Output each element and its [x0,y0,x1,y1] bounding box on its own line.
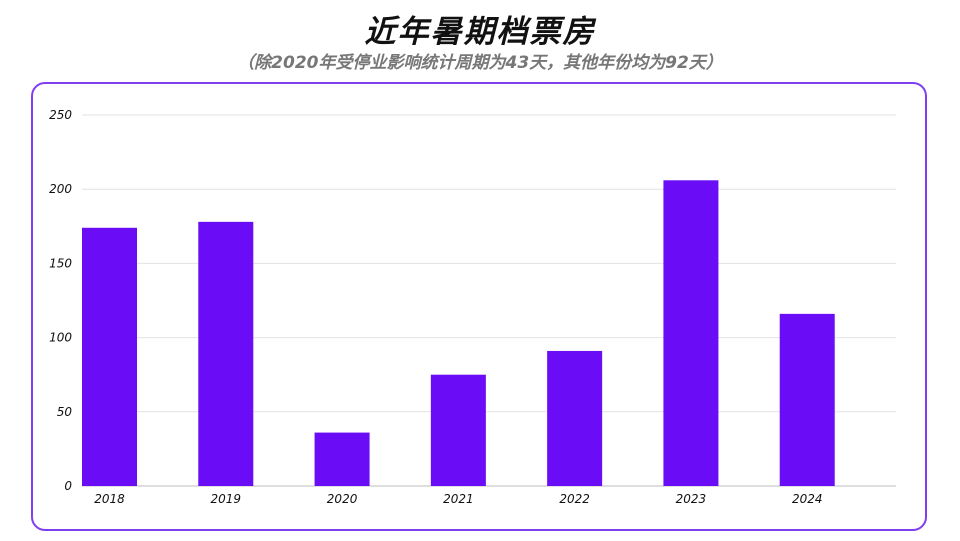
x-tick-label: 2019 [211,492,242,506]
x-axis-ticks: 2018 2019 2020 2021 2022 2023 2024 [94,492,822,506]
y-tick-label: 0 [64,479,72,493]
y-tick-label: 250 [49,108,72,122]
y-tick-label: 200 [49,182,72,196]
bar-2020 [314,432,370,486]
y-axis-ticks: 0 50 100 150 200 250 [49,108,72,493]
x-tick-label: 2018 [94,492,125,506]
bar-2024 [779,313,835,486]
y-tick-label: 50 [57,405,73,419]
x-tick-label: 2020 [327,492,358,506]
bar-2019 [198,221,254,486]
bar-2018 [82,227,137,486]
bar-2021 [430,374,486,486]
bar-2022 [547,350,603,486]
y-tick-label: 150 [49,256,72,270]
x-tick-label: 2021 [443,492,474,506]
chart-subtitle: （除2020年受停业影响统计周期为43天，其他年份均为92天） [237,53,723,73]
bar-2023 [663,180,719,486]
chart-title: 近年暑期档票房 [364,14,596,50]
bars [82,180,835,486]
x-tick-label: 2023 [676,492,707,506]
x-tick-label: 2022 [559,492,590,506]
x-tick-label: 2024 [792,492,823,506]
y-tick-label: 100 [49,331,72,345]
